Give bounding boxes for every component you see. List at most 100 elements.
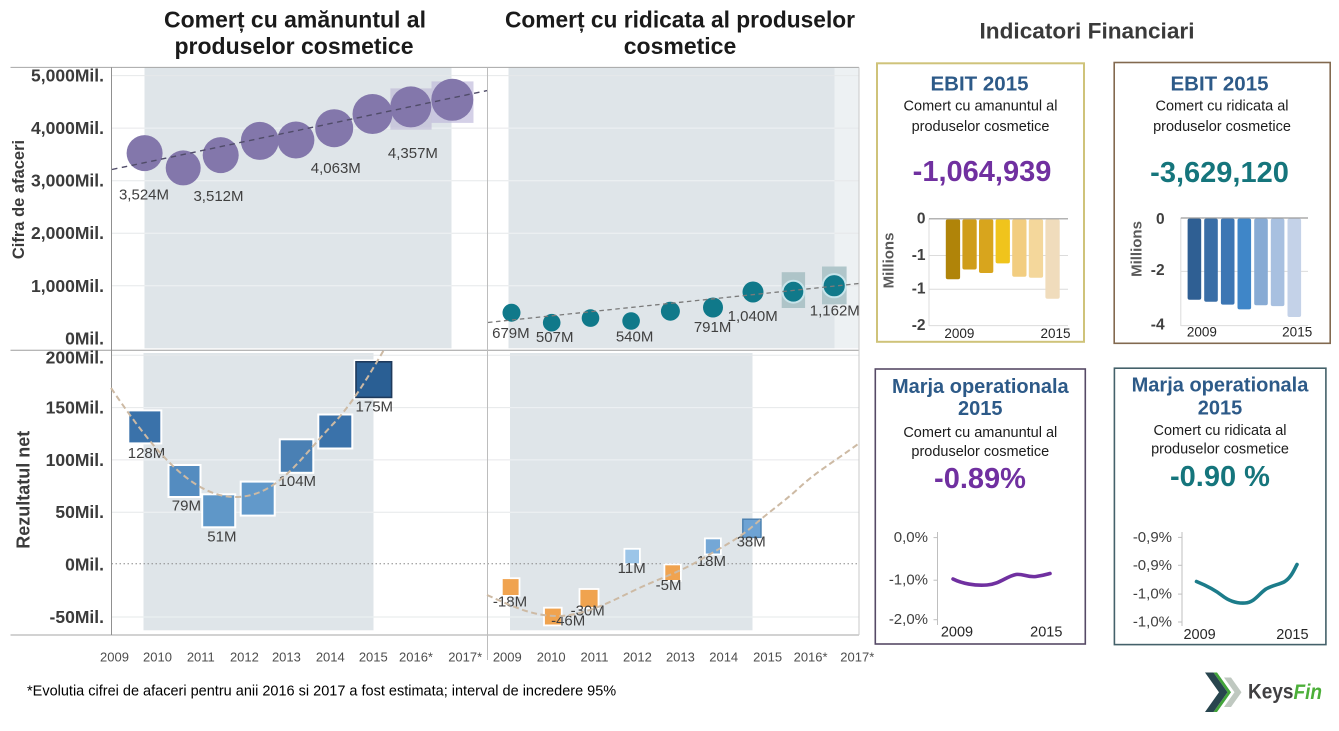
svg-text:2010: 2010	[143, 650, 172, 665]
svg-text:produselor cosmetice: produselor cosmetice	[174, 33, 413, 59]
svg-text:1,040M: 1,040M	[728, 308, 778, 325]
svg-text:2014: 2014	[316, 650, 345, 665]
svg-text:-0,9%: -0,9%	[1133, 557, 1172, 574]
svg-text:produselor cosmetice: produselor cosmetice	[911, 444, 1049, 460]
svg-text:2,000Mil.: 2,000Mil.	[31, 223, 104, 243]
svg-text:Comert cu amanuntul al: Comert cu amanuntul al	[903, 425, 1057, 441]
svg-text:produselor cosmetice: produselor cosmetice	[1151, 442, 1289, 458]
svg-text:679M: 679M	[492, 325, 530, 342]
svg-text:2015: 2015	[1276, 627, 1308, 643]
svg-text:-1: -1	[912, 281, 926, 298]
svg-text:4,063M: 4,063M	[311, 160, 361, 177]
svg-text:507M: 507M	[536, 329, 574, 346]
svg-text:3,524M: 3,524M	[119, 186, 169, 203]
svg-text:3,512M: 3,512M	[193, 188, 243, 205]
svg-text:0: 0	[1156, 211, 1165, 228]
svg-text:104M: 104M	[279, 473, 317, 490]
svg-text:2015: 2015	[1030, 624, 1062, 640]
svg-text:-2: -2	[912, 317, 926, 334]
svg-text:2014: 2014	[709, 650, 738, 665]
svg-text:0Mil.: 0Mil.	[65, 555, 104, 575]
svg-text:2011: 2011	[581, 650, 609, 665]
svg-text:2012: 2012	[230, 650, 259, 665]
svg-text:2017*: 2017*	[448, 650, 482, 665]
svg-text:-1,0%: -1,0%	[1133, 614, 1172, 631]
svg-text:200Mil.: 200Mil.	[46, 348, 104, 368]
svg-text:Indicatori Financiari: Indicatori Financiari	[980, 18, 1195, 43]
svg-text:2015: 2015	[958, 398, 1003, 420]
svg-text:2011: 2011	[187, 650, 215, 665]
svg-text:1,162M: 1,162M	[810, 303, 860, 320]
svg-text:50Mil.: 50Mil.	[55, 502, 104, 522]
svg-text:2015: 2015	[359, 650, 388, 665]
svg-text:2016*: 2016*	[399, 650, 433, 665]
svg-text:-3,629,120: -3,629,120	[1150, 157, 1289, 189]
svg-text:Comerț cu ridicata al produsel: Comerț cu ridicata al produselor	[505, 7, 855, 34]
svg-text:79M: 79M	[172, 497, 201, 514]
svg-text:-4: -4	[1151, 317, 1165, 334]
svg-text:-50Mil.: -50Mil.	[50, 607, 104, 627]
svg-text:0Mil.: 0Mil.	[65, 328, 104, 348]
svg-text:4,357M: 4,357M	[388, 145, 438, 162]
svg-text:2015: 2015	[1282, 324, 1312, 339]
svg-text:18M: 18M	[697, 553, 726, 570]
svg-text:KeysFin: KeysFin	[1248, 681, 1322, 704]
svg-text:2009: 2009	[941, 624, 973, 640]
svg-text:2013: 2013	[272, 650, 301, 665]
svg-text:EBIT 2015: EBIT 2015	[1171, 73, 1269, 96]
svg-text:2015: 2015	[1198, 398, 1243, 420]
svg-text:-5M: -5M	[656, 577, 682, 594]
svg-text:Millions: Millions	[1128, 221, 1145, 277]
svg-text:-1,0%: -1,0%	[1133, 586, 1172, 603]
svg-text:Marja operationala: Marja operationala	[1132, 375, 1310, 397]
svg-text:Comert cu amanuntul al: Comert cu amanuntul al	[904, 99, 1058, 115]
svg-text:2013: 2013	[666, 650, 695, 665]
svg-text:2012: 2012	[623, 650, 652, 665]
svg-text:0,0%: 0,0%	[894, 529, 928, 546]
svg-text:-0.90 %: -0.90 %	[1170, 461, 1270, 493]
svg-text:175M: 175M	[356, 398, 394, 415]
svg-text:2016*: 2016*	[794, 650, 828, 665]
svg-text:Comerț cu amănuntul al: Comerț cu amănuntul al	[164, 7, 426, 34]
svg-text:2017*: 2017*	[840, 650, 874, 665]
svg-text:-1,064,939: -1,064,939	[913, 156, 1052, 188]
svg-text:-2,0%: -2,0%	[889, 611, 928, 628]
svg-text:-18M: -18M	[493, 593, 527, 610]
svg-text:cosmetice: cosmetice	[624, 33, 737, 59]
svg-text:128M: 128M	[128, 445, 166, 462]
svg-text:2010: 2010	[537, 650, 566, 665]
svg-text:*Evolutia cifrei de afaceri pe: *Evolutia cifrei de afaceri pentru anii …	[27, 684, 616, 700]
svg-text:2009: 2009	[1187, 324, 1217, 339]
svg-text:3,000Mil.: 3,000Mil.	[31, 171, 104, 191]
svg-text:-0,9%: -0,9%	[1133, 529, 1172, 546]
svg-text:Comert cu ridicata al: Comert cu ridicata al	[1156, 99, 1289, 115]
svg-text:791M: 791M	[694, 319, 732, 336]
svg-text:Cifra de afaceri: Cifra de afaceri	[10, 140, 28, 259]
svg-text:540M: 540M	[616, 329, 654, 346]
svg-text:38M: 38M	[737, 534, 766, 551]
svg-text:2015: 2015	[753, 650, 782, 665]
svg-text:51M: 51M	[207, 528, 236, 545]
svg-text:4,000Mil.: 4,000Mil.	[31, 118, 104, 138]
svg-text:11M: 11M	[618, 560, 646, 577]
svg-text:1,000Mil.: 1,000Mil.	[31, 276, 104, 296]
svg-text:2009: 2009	[944, 326, 974, 341]
svg-text:5,000Mil.: 5,000Mil.	[31, 66, 104, 86]
svg-text:EBIT 2015: EBIT 2015	[931, 73, 1029, 96]
svg-text:100Mil.: 100Mil.	[46, 450, 104, 470]
svg-text:2009: 2009	[493, 650, 522, 665]
svg-text:Millions: Millions	[881, 233, 898, 289]
svg-text:2009: 2009	[1183, 627, 1215, 643]
svg-text:-1,0%: -1,0%	[889, 572, 928, 589]
svg-text:produselor cosmetice: produselor cosmetice	[1153, 119, 1291, 135]
svg-text:Marja operationala: Marja operationala	[892, 376, 1070, 398]
svg-text:0: 0	[917, 210, 926, 227]
svg-text:Rezultatul net: Rezultatul net	[14, 431, 34, 549]
svg-text:Comert cu ridicata al: Comert cu ridicata al	[1154, 423, 1287, 439]
svg-text:-2: -2	[1151, 262, 1165, 279]
svg-text:produselor cosmetice: produselor cosmetice	[912, 119, 1050, 135]
svg-text:-1: -1	[912, 247, 926, 264]
svg-text:2015: 2015	[1040, 326, 1070, 341]
svg-text:2009: 2009	[100, 650, 129, 665]
svg-text:-0.89%: -0.89%	[934, 463, 1026, 495]
